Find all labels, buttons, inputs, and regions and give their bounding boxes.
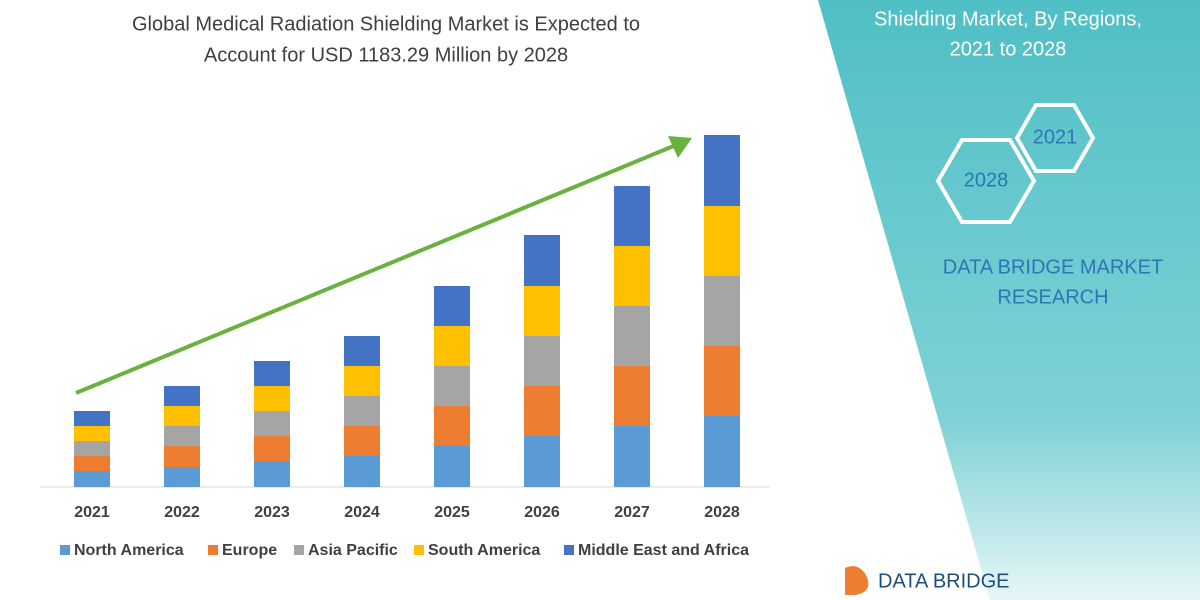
bar-segment — [344, 456, 380, 487]
bar-segment — [74, 411, 110, 426]
bar-segment — [164, 467, 200, 487]
bar-segment — [614, 426, 650, 487]
x-tick-label: 2021 — [74, 504, 110, 521]
side-panel — [818, 0, 1200, 600]
trend-arrow — [75, 143, 677, 395]
hex-label: 2028 — [964, 169, 1009, 191]
bar-segment — [704, 135, 740, 206]
bar-segment — [254, 386, 290, 411]
bar-segment — [254, 411, 290, 436]
legend-label: South America — [428, 542, 540, 559]
bar-segment — [74, 471, 110, 487]
x-tick-label: 2025 — [434, 504, 470, 521]
bar-segment — [74, 441, 110, 456]
x-tick-label: 2027 — [614, 504, 650, 521]
bar-segment — [434, 286, 470, 326]
x-tick-label: 2028 — [704, 504, 740, 521]
bar-segment — [524, 286, 560, 336]
x-tick-label: 2023 — [254, 504, 290, 521]
bar-segment — [614, 306, 650, 366]
brand-text: DATA BRIDGE MARKET — [943, 256, 1163, 278]
bar-segment — [164, 426, 200, 446]
bar-segment — [434, 366, 470, 406]
bar-segment — [704, 276, 740, 346]
title-line: Global Medical Radiation Shielding Marke… — [132, 13, 640, 35]
bar-segment — [434, 446, 470, 487]
hexagon — [935, 138, 1037, 224]
bar-segment — [524, 436, 560, 487]
logo-mark — [845, 566, 869, 595]
bar-segment — [74, 456, 110, 471]
x-tick-label: 2024 — [344, 504, 380, 521]
brand-text: RESEARCH — [997, 286, 1108, 308]
legend-swatch — [294, 545, 304, 555]
bar-segment — [164, 446, 200, 467]
legend-swatch — [60, 545, 70, 555]
bar-segment — [344, 426, 380, 456]
bar-segment — [74, 426, 110, 441]
legend-label: North America — [74, 542, 184, 559]
bar-segment — [704, 206, 740, 276]
x-tick-label: 2022 — [164, 504, 200, 521]
legend-label: Asia Pacific — [308, 542, 398, 559]
panel-heading: 2021 to 2028 — [950, 38, 1067, 60]
logo-text: DATA BRIDGE — [878, 570, 1010, 592]
bar-segment — [254, 461, 290, 487]
bar-segment — [434, 406, 470, 446]
title-line: Account for USD 1183.29 Million by 2028 — [204, 44, 568, 66]
hexagon — [1014, 103, 1096, 173]
legend-label: Middle East and Africa — [578, 542, 749, 559]
bar-segment — [344, 396, 380, 426]
x-tick-label: 2026 — [524, 504, 560, 521]
hex-label: 2021 — [1033, 126, 1078, 148]
bar-segment — [344, 366, 380, 396]
panel-heading: Shielding Market, By Regions, — [874, 8, 1142, 30]
plot — [74, 135, 740, 487]
bar-segment — [704, 346, 740, 416]
bar-segment — [704, 416, 740, 487]
bar-segment — [614, 246, 650, 306]
bar-segment — [614, 366, 650, 426]
bar-segment — [344, 336, 380, 366]
legend-label: Europe — [222, 542, 277, 559]
legend-swatch — [414, 545, 424, 555]
bar-segment — [524, 386, 560, 436]
bar-segment — [524, 336, 560, 386]
legend-swatch — [208, 545, 218, 555]
legend-swatch — [564, 545, 574, 555]
bar-segment — [614, 186, 650, 246]
bar-segment — [524, 235, 560, 286]
bar-segment — [164, 406, 200, 426]
bar-segment — [254, 361, 290, 386]
arrow-head — [668, 136, 692, 158]
bar-segment — [434, 326, 470, 366]
bar-segment — [254, 436, 290, 461]
bar-segment — [164, 386, 200, 406]
